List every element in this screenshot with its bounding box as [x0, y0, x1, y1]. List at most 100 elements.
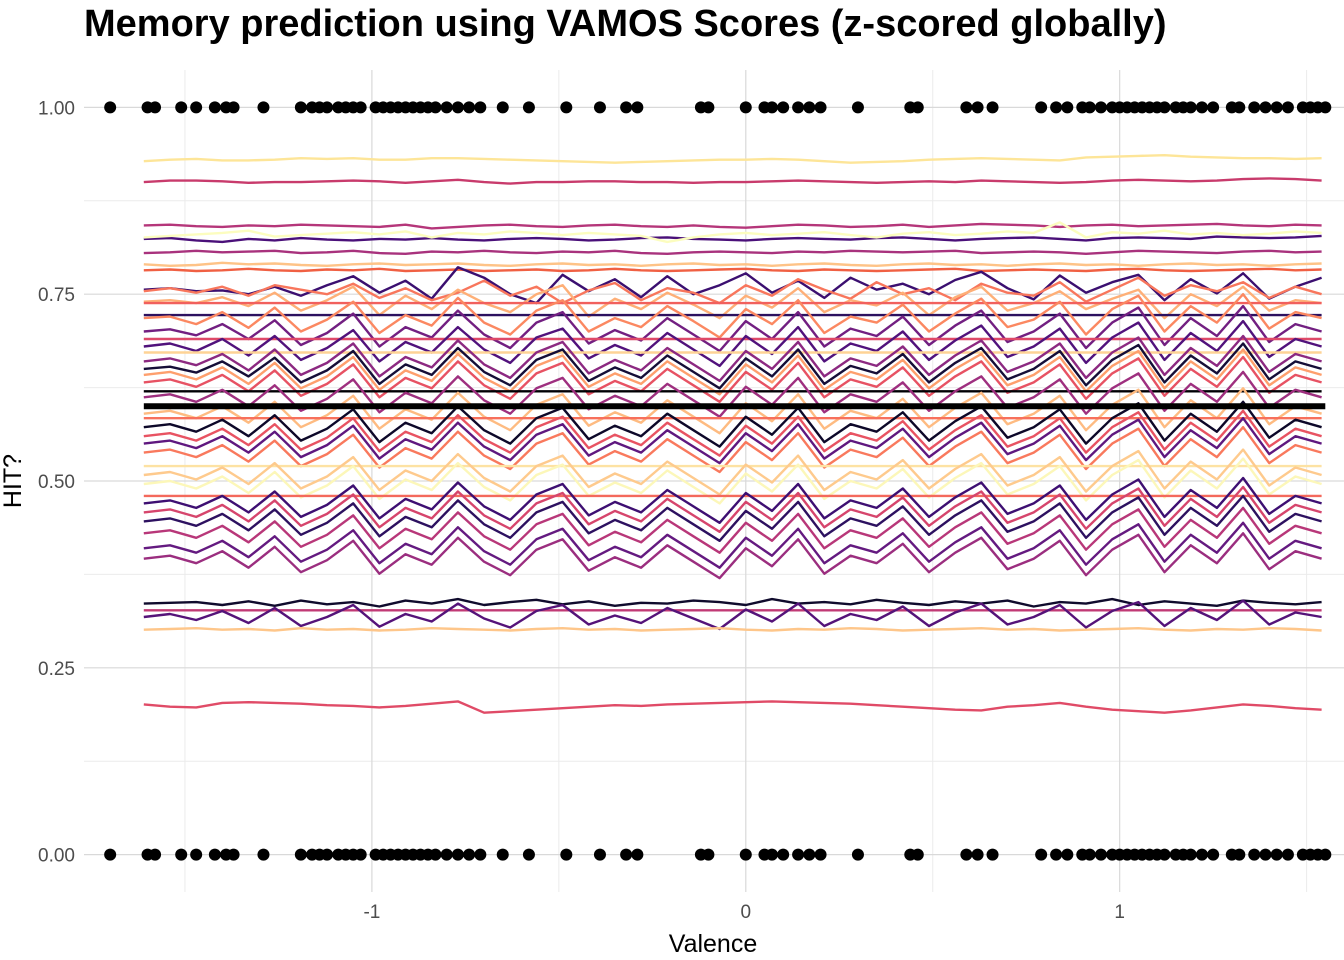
y-tick-label: 0.75: [38, 285, 75, 306]
point-miss: [149, 848, 162, 861]
x-tick-label: 1: [1114, 902, 1125, 923]
point-miss: [227, 848, 240, 861]
point-miss: [354, 848, 367, 861]
point-miss: [1050, 848, 1063, 861]
series-line-6: [143, 249, 1322, 256]
point-miss: [739, 848, 752, 861]
y-tick-label: 0.25: [38, 659, 75, 680]
point-hit: [321, 101, 334, 114]
series-line-17: [143, 319, 1322, 368]
point-hit: [1259, 101, 1272, 114]
point-miss: [1184, 848, 1197, 861]
point-hit: [1094, 101, 1107, 114]
point-hit: [560, 101, 573, 114]
point-hit: [463, 101, 476, 114]
point-hit: [496, 101, 509, 114]
point-miss: [294, 848, 307, 861]
point-hit: [986, 101, 999, 114]
point-miss: [765, 848, 778, 861]
series-line-39: [143, 521, 1322, 569]
series-line-41: [143, 597, 1322, 608]
series-line-14: [143, 293, 1322, 339]
point-miss: [440, 848, 453, 861]
point-hit: [451, 101, 464, 114]
point-hit: [1281, 101, 1294, 114]
point-miss: [1094, 848, 1107, 861]
point-miss: [986, 848, 999, 861]
point-miss: [971, 848, 984, 861]
y-tick-label: 0.00: [38, 846, 75, 867]
series-line-8: [143, 267, 1322, 273]
point-hit: [1233, 101, 1246, 114]
x-axis-title: Valence: [669, 930, 758, 958]
point-miss: [429, 848, 442, 861]
series-line-2: [143, 177, 1322, 185]
point-hit: [440, 101, 453, 114]
y-tick-label: 0.50: [38, 472, 75, 493]
series-line-35: [143, 476, 1322, 524]
series-line-32: [143, 448, 1322, 496]
series-lines: [143, 153, 1322, 714]
y-axis-title: HIT?: [0, 454, 27, 508]
series-line-37: [143, 494, 1322, 542]
series-line-22: [143, 355, 1322, 403]
point-hit: [1270, 101, 1283, 114]
point-hit: [257, 101, 270, 114]
point-miss: [593, 848, 606, 861]
series-line-43: [143, 599, 1322, 631]
series-line-4: [143, 234, 1322, 244]
y-tick-label: 1.00: [38, 98, 75, 119]
point-miss: [803, 848, 816, 861]
series-line-45: [143, 700, 1322, 714]
point-miss: [560, 848, 573, 861]
point-miss: [104, 848, 117, 861]
x-tick-label: 0: [740, 902, 751, 923]
point-hit: [149, 101, 162, 114]
point-miss: [792, 848, 805, 861]
point-miss: [1281, 848, 1294, 861]
series-line-7: [143, 261, 1322, 267]
chart-title: Memory prediction using VAMOS Scores (z-…: [84, 3, 1166, 45]
point-hit: [777, 101, 790, 114]
point-hit: [851, 101, 864, 114]
point-hit: [960, 101, 973, 114]
series-line-30: [143, 426, 1322, 474]
series-line-5: [143, 221, 1322, 244]
series-line-1: [143, 153, 1322, 164]
x-tick-labels: -1 0 1: [363, 902, 1125, 923]
point-hit: [208, 101, 221, 114]
point-miss: [496, 848, 509, 861]
point-hit: [354, 101, 367, 114]
points-group: [104, 101, 1332, 861]
series-line-29: [143, 417, 1322, 465]
point-miss: [257, 848, 270, 861]
point-miss: [1207, 848, 1220, 861]
series-line-9: [143, 266, 1322, 305]
point-miss: [1083, 848, 1096, 861]
series-line-27: [143, 400, 1322, 448]
point-hit: [190, 101, 203, 114]
series-line-20: [143, 342, 1322, 390]
series-line-10: [143, 276, 1322, 305]
point-miss: [631, 848, 644, 861]
point-miss: [1270, 848, 1283, 861]
series-line-19: [143, 334, 1322, 383]
series-line-33: [143, 457, 1322, 505]
point-hit: [1083, 101, 1096, 114]
point-hit: [1207, 101, 1220, 114]
series-line-40: [143, 532, 1322, 580]
point-hit: [104, 101, 117, 114]
point-miss: [814, 848, 827, 861]
series-line-15: [143, 304, 1322, 353]
point-miss: [620, 848, 633, 861]
series-line-21: [143, 348, 1322, 396]
point-miss: [321, 848, 334, 861]
y-tick-labels: 0.00 0.25 0.50 0.75 1.00: [38, 98, 75, 866]
point-hit: [1184, 101, 1197, 114]
major-gridlines: [84, 70, 1344, 892]
series-line-44: [143, 627, 1322, 632]
point-hit: [620, 101, 633, 114]
point-miss: [451, 848, 464, 861]
point-hit: [971, 101, 984, 114]
